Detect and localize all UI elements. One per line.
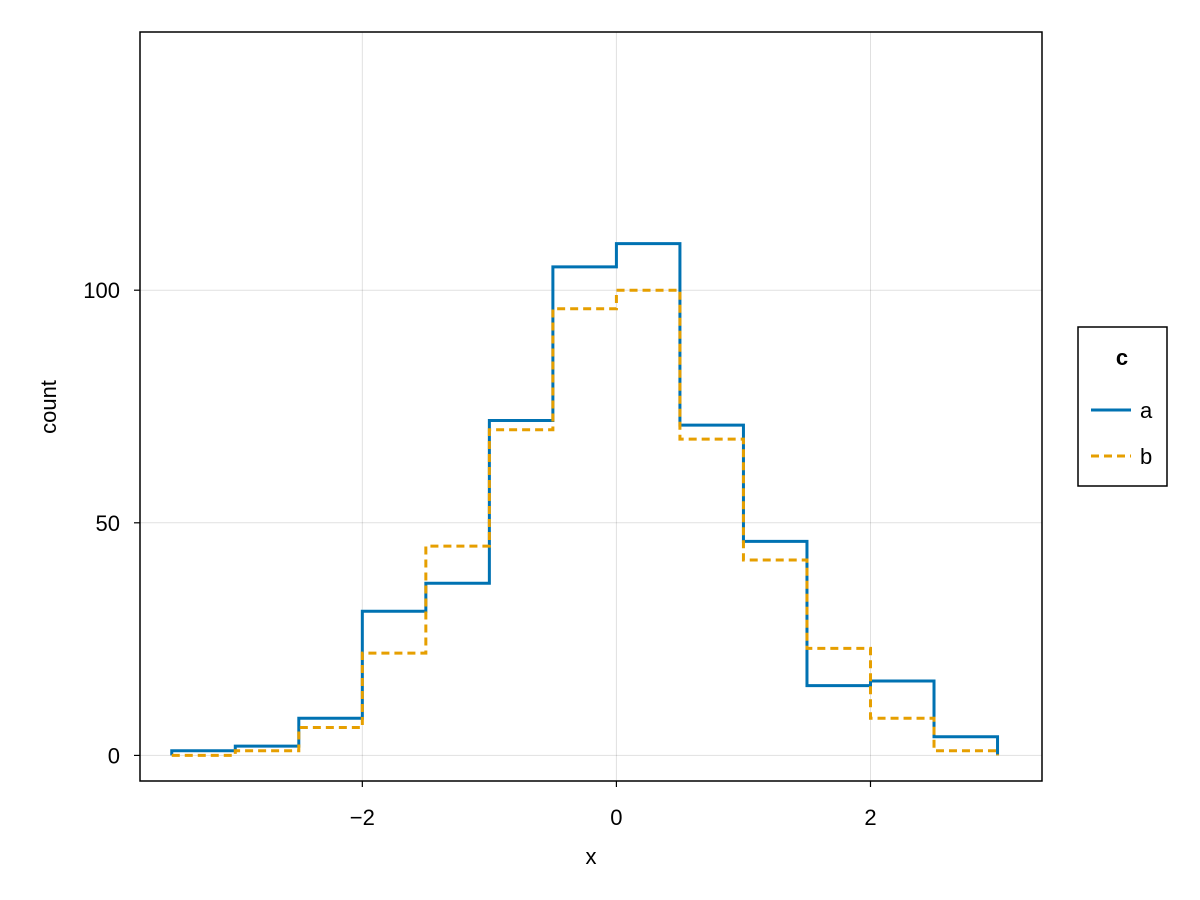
series-b-line <box>171 288 1000 757</box>
y-tick-label: 100 <box>83 278 120 303</box>
x-axis-ticks: −2 0 2 <box>350 781 877 830</box>
legend-label-b: b <box>1140 444 1152 469</box>
legend-frame <box>1077 326 1168 487</box>
y-tick-label: 50 <box>96 511 120 536</box>
x-axis-label: x <box>586 844 597 869</box>
series-group <box>170 242 1000 757</box>
legend-label-a: a <box>1140 398 1153 423</box>
x-tick-label: 2 <box>864 805 876 830</box>
grid-lines <box>140 32 1042 781</box>
legend-title: c <box>1116 345 1128 370</box>
y-axis-ticks: 0 50 100 <box>83 278 140 768</box>
x-tick-label: −2 <box>350 805 375 830</box>
legend: c ab <box>1077 326 1168 487</box>
y-tick-label: 0 <box>108 743 120 768</box>
series-a-line <box>170 242 1000 756</box>
x-tick-label: 0 <box>610 805 622 830</box>
y-axis-label: count <box>36 380 61 434</box>
plot-area-frame <box>139 31 1043 782</box>
